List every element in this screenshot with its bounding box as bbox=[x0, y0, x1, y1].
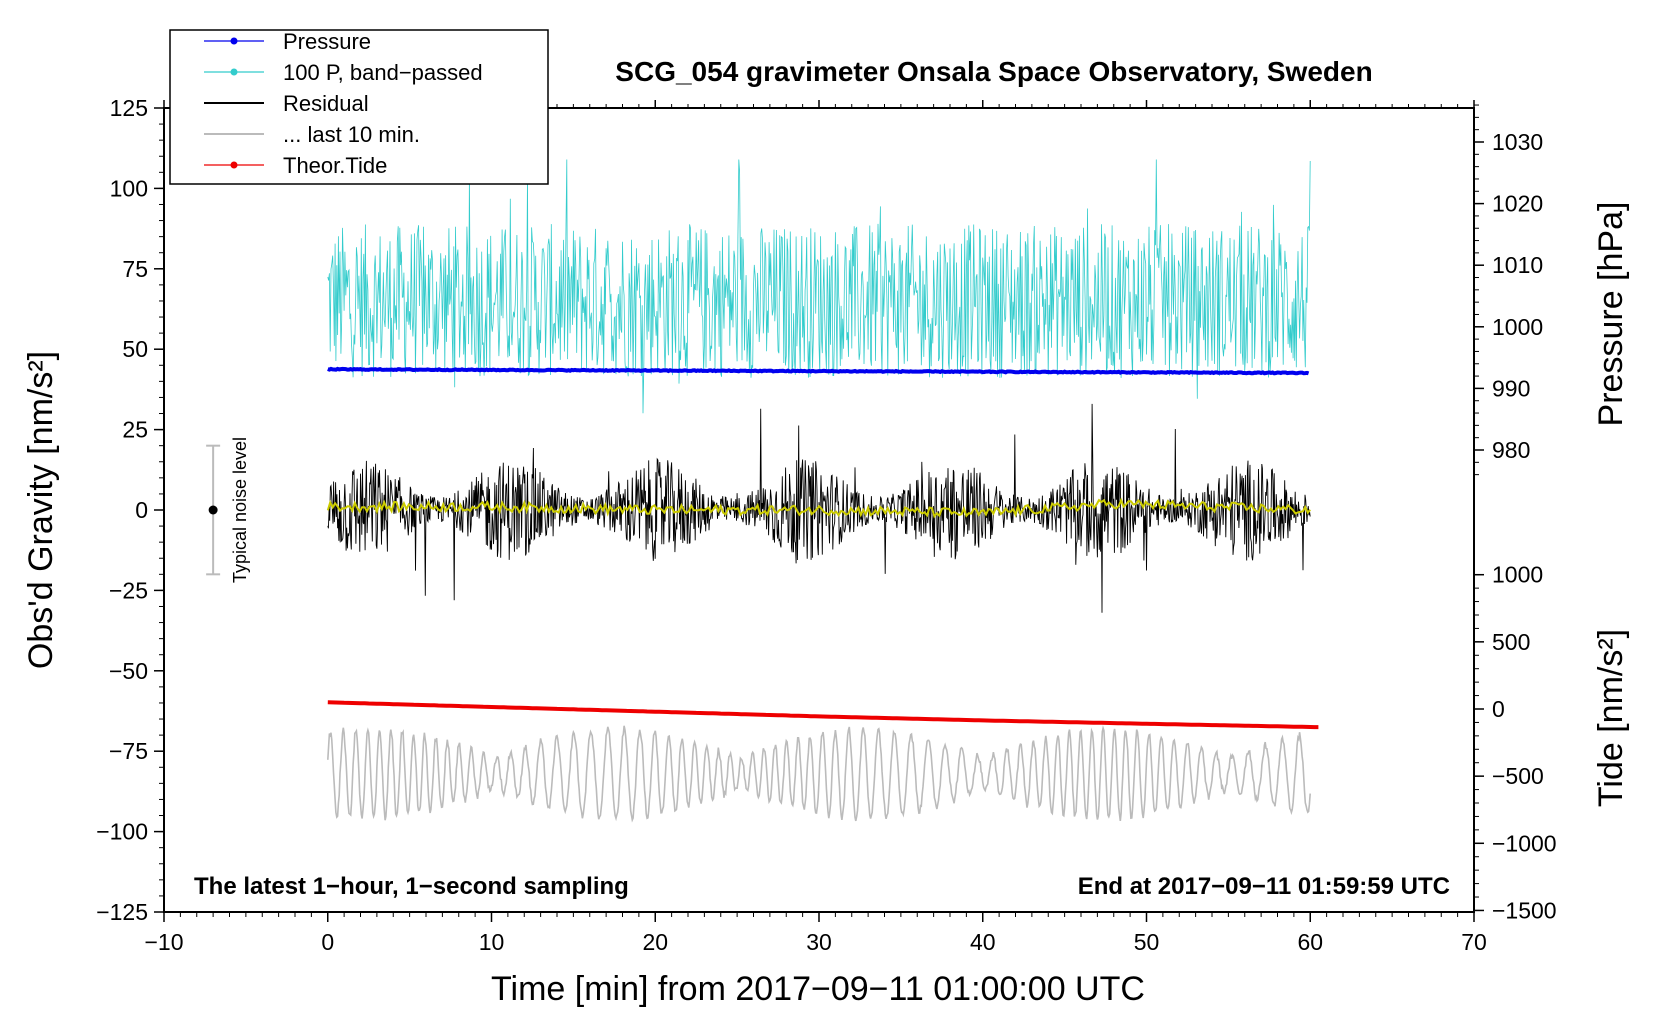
legend-box bbox=[169, 29, 549, 185]
x-tick-label: −10 bbox=[144, 929, 183, 955]
series-layer bbox=[326, 159, 1319, 823]
y-tick-label: −125 bbox=[96, 899, 148, 925]
series-residual-smoothed bbox=[326, 497, 1311, 519]
chart-title: SCG_054 gravimeter Onsala Space Observat… bbox=[615, 56, 1372, 87]
series-last-10-min bbox=[327, 725, 1311, 823]
legend-swatch-dot bbox=[230, 37, 238, 45]
y-tick-label: 100 bbox=[110, 175, 148, 201]
y-tick-label: 125 bbox=[110, 95, 148, 121]
pressure-tick-label: 990 bbox=[1492, 375, 1530, 401]
legend-swatch-dot bbox=[230, 68, 238, 76]
y-tick-label: −50 bbox=[109, 658, 148, 684]
tide-tick-label: 1000 bbox=[1492, 562, 1543, 588]
series-theoretical-tide bbox=[327, 700, 1319, 730]
pressure-tick-label: 1000 bbox=[1492, 314, 1543, 340]
footer-left: The latest 1−hour, 1−second sampling bbox=[194, 873, 629, 900]
y-tick-label: −100 bbox=[96, 819, 148, 845]
x-tick-label: 50 bbox=[1134, 929, 1160, 955]
legend-label: Theor.Tide bbox=[283, 153, 387, 178]
series-pressure bbox=[327, 366, 1310, 376]
x-tick-label: 30 bbox=[806, 929, 832, 955]
tide-tick-label: −500 bbox=[1492, 763, 1544, 789]
tide-tick-label: 500 bbox=[1492, 629, 1530, 655]
legend-label: Pressure bbox=[283, 29, 371, 54]
footer-right: End at 2017−09−11 01:59:59 UTC bbox=[1078, 873, 1450, 900]
tide-tick-label: 0 bbox=[1492, 696, 1505, 722]
y-axis-title-left: Obs'd Gravity [nm/s²] bbox=[22, 351, 60, 669]
pressure-tick-label: 1010 bbox=[1492, 252, 1543, 278]
legend-label: 100 P, band−passed bbox=[283, 60, 483, 85]
ticks-layer: −10 0 10 20 30 40 50 60 70−125−100−75−50−2502550… bbox=[96, 95, 1556, 955]
x-tick-label: 20 bbox=[642, 929, 668, 955]
pressure-tick-label: 1020 bbox=[1492, 191, 1543, 217]
legend: Pressure 100 P, band−passed Residual ... la… bbox=[169, 29, 549, 185]
tide-tick-label: −1500 bbox=[1492, 897, 1557, 923]
y-tick-label: 25 bbox=[122, 417, 148, 443]
y-tick-label: 0 bbox=[135, 497, 148, 523]
y-tick-label: −25 bbox=[109, 577, 148, 603]
y-tick-label: −75 bbox=[109, 738, 148, 764]
x-tick-label: 70 bbox=[1461, 929, 1487, 955]
pressure-tick-label: 980 bbox=[1492, 437, 1530, 463]
series-bandpassed-pressure bbox=[327, 159, 1311, 414]
x-tick-label: 60 bbox=[1297, 929, 1323, 955]
x-tick-label: 10 bbox=[479, 929, 505, 955]
y-axis-title-pressure: Pressure [hPa] bbox=[1592, 202, 1630, 427]
series-residual bbox=[327, 403, 1311, 613]
x-tick-label: 40 bbox=[970, 929, 996, 955]
legend-swatch-dot bbox=[230, 161, 238, 169]
noise-label: Typical noise level bbox=[230, 437, 250, 583]
x-axis-title: Time [min] from 2017−09−11 01:00:00 UTC bbox=[491, 970, 1145, 1008]
pressure-tick-label: 1030 bbox=[1492, 129, 1543, 155]
y-tick-label: 50 bbox=[122, 336, 148, 362]
y-axis-title-tide: Tide [nm/s²] bbox=[1592, 629, 1630, 807]
noise-level-indicator: Typical noise level bbox=[206, 437, 250, 583]
tide-tick-label: −1000 bbox=[1492, 830, 1557, 856]
x-tick-label: 0 bbox=[321, 929, 334, 955]
y-tick-label: 75 bbox=[122, 256, 148, 282]
legend-label: Residual bbox=[283, 91, 369, 116]
noise-center-dot bbox=[208, 505, 218, 515]
legend-label: ... last 10 min. bbox=[283, 122, 420, 147]
